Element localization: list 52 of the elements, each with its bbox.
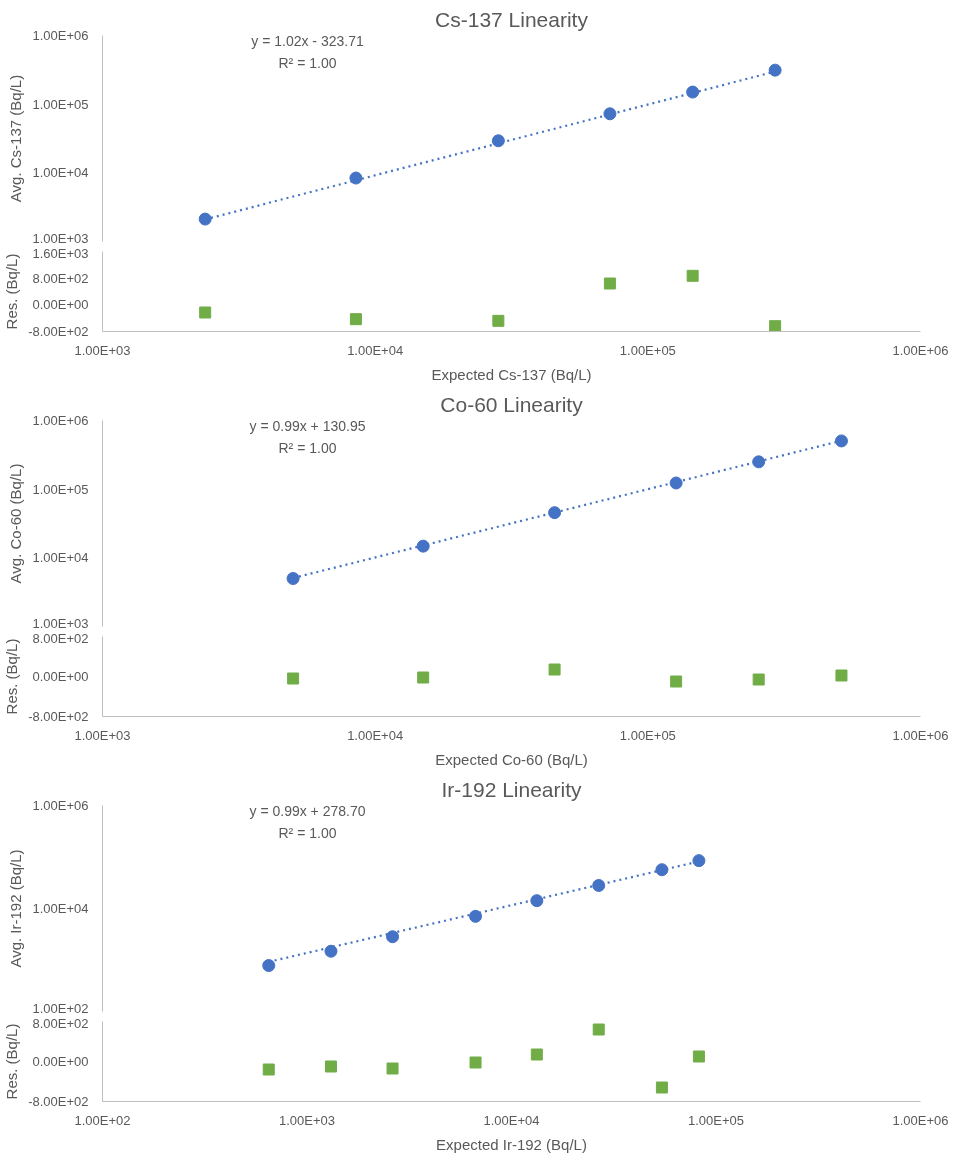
y-axis-title: Avg. Cs-137 (Bq/L): [7, 74, 25, 203]
x-tick-label: 1.00E+04: [483, 1112, 540, 1128]
annotation: R² = 1.00: [278, 824, 337, 841]
x-tick-label: 1.00E+04: [347, 727, 404, 743]
y-tick-label: 1.00E+04: [32, 165, 89, 181]
y-tick-label: 0.00E+00: [32, 1054, 89, 1069]
y-tick-label: 0.00E+00: [32, 669, 89, 684]
annotation: R² = 1.00: [278, 54, 337, 71]
x-tick-label: 1.00E+05: [619, 727, 676, 743]
x-tick-label: 1.00E+05: [619, 342, 676, 358]
y-axis-title: Res. (Bq/L): [3, 253, 21, 330]
y-tick-label: 1.00E+06: [32, 28, 89, 43]
y-tick-label: -8.00E+02: [28, 1094, 89, 1109]
y-axis-title: Res. (Bq/L): [3, 1023, 21, 1100]
annotation: y = 0.99x + 278.70: [249, 802, 366, 819]
x-axis-title: Expected Ir-192 (Bq/L): [436, 1135, 587, 1153]
annotation: y = 1.02x - 323.71: [251, 32, 364, 49]
x-tick-label: 1.00E+03: [278, 1112, 336, 1128]
x-axis-title: Expected Co-60 (Bq/L): [435, 750, 588, 768]
y-axis-title: Avg. Ir-192 (Bq/L): [7, 849, 25, 968]
y-tick-label: -8.00E+02: [28, 709, 89, 724]
x-tick-label: 1.00E+06: [892, 1112, 949, 1128]
y-tick-label: 1.00E+04: [32, 550, 89, 566]
y-axis-title: Avg. Co-60 (Bq/L): [7, 463, 25, 584]
annotation: y = 0.99x + 130.95: [249, 417, 366, 434]
y-tick-label: 1.00E+05: [32, 481, 89, 497]
x-tick-label: 1.00E+02: [74, 1112, 131, 1128]
y-tick-label: 8.00E+02: [32, 270, 89, 286]
y-tick-label: -8.00E+02: [28, 324, 89, 339]
y-tick-label: 0.00E+00: [32, 297, 89, 313]
x-tick-label: 1.00E+06: [892, 342, 949, 358]
y-tick-label: 8.00E+02: [32, 630, 89, 646]
chart-title: Cs-137 Linearity: [435, 7, 589, 31]
y-tick-label: 1.00E+02: [32, 1000, 89, 1016]
chart-title: Ir-192 Linearity: [441, 777, 583, 801]
y-tick-label: 1.00E+05: [32, 96, 89, 112]
y-tick-label: 1.00E+04: [32, 901, 89, 916]
x-tick-label: 1.00E+03: [74, 727, 131, 743]
x-tick-label: 1.00E+04: [347, 342, 404, 358]
x-axis-title: Expected Cs-137 (Bq/L): [431, 365, 592, 383]
y-tick-label: 1.00E+03: [32, 615, 89, 631]
x-tick-label: 1.00E+05: [687, 1112, 745, 1128]
x-tick-label: 1.00E+06: [892, 727, 949, 743]
y-axis-title: Res. (Bq/L): [3, 638, 21, 715]
y-tick-label: 1.00E+03: [32, 230, 89, 246]
y-tick-label: 8.00E+02: [32, 1015, 89, 1031]
y-tick-label: 1.60E+03: [32, 245, 89, 261]
annotation: R² = 1.00: [278, 439, 337, 456]
y-tick-label: 1.00E+06: [32, 798, 89, 813]
y-tick-label: 1.00E+06: [32, 413, 89, 428]
x-tick-label: 1.00E+03: [74, 342, 131, 358]
chart-title: Co-60 Linearity: [440, 392, 584, 416]
